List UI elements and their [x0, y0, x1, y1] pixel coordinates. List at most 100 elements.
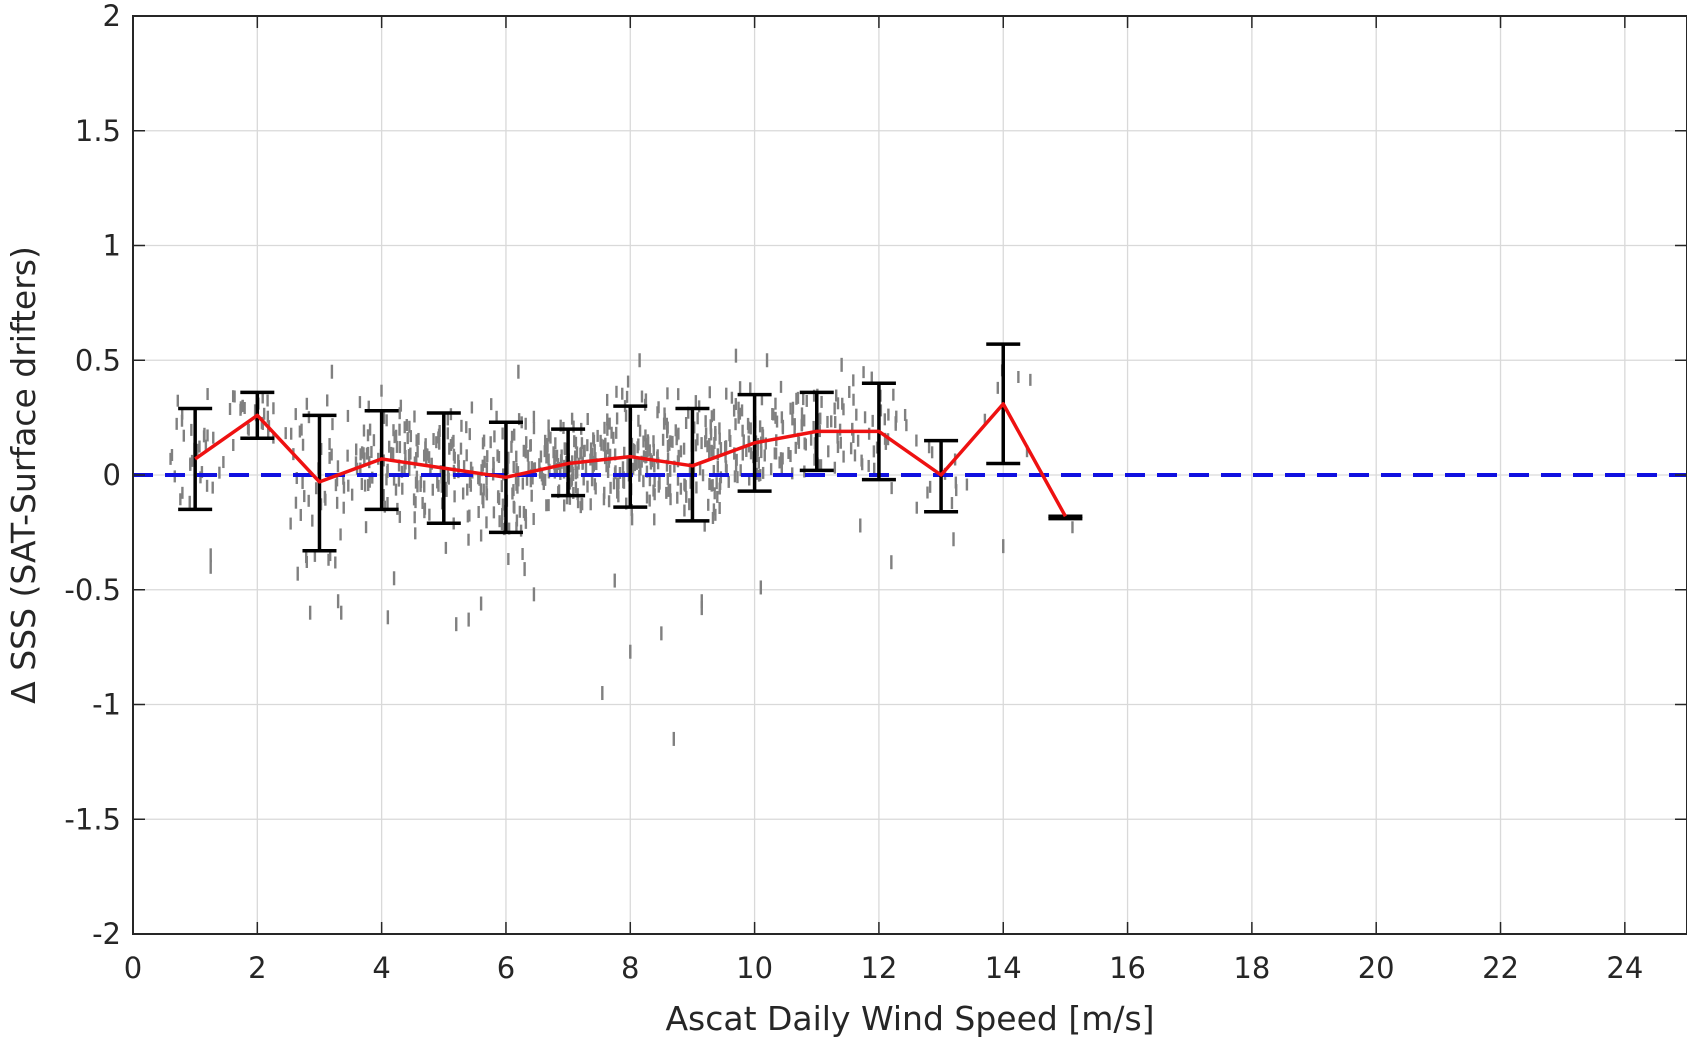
scatter-point: [737, 401, 740, 414]
x-tick-label: 0: [124, 951, 142, 985]
scatter-point: [382, 489, 385, 502]
scatter-point: [415, 452, 418, 465]
scatter-point: [613, 448, 617, 461]
scatter-point: [613, 573, 616, 588]
scatter-point: [437, 479, 440, 492]
scatter-point: [688, 498, 691, 511]
scatter-point: [431, 483, 434, 496]
scatter-point: [774, 411, 777, 424]
scatter-point: [489, 436, 492, 449]
scatter-point: [557, 486, 560, 499]
scatter-point: [603, 486, 606, 499]
scatter-point: [547, 429, 550, 442]
scatter-point: [848, 385, 851, 398]
scatter-point: [1025, 445, 1029, 458]
scatter-point: [804, 438, 808, 451]
scatter-point: [393, 431, 396, 444]
scatter-point: [446, 427, 450, 440]
y-tick-label: -1.5: [64, 802, 121, 836]
scatter-point: [330, 364, 334, 379]
scatter-point: [188, 495, 191, 508]
scatter-point: [856, 434, 860, 447]
scatter-point: [826, 415, 829, 428]
scatter-point: [709, 422, 713, 435]
scatter-point: [548, 463, 551, 476]
scatter-point: [739, 464, 742, 477]
scatter-point: [372, 434, 376, 447]
scatter-point: [482, 496, 485, 509]
scatter-point: [872, 445, 876, 458]
scatter-point: [523, 562, 526, 577]
scatter-point: [403, 442, 407, 455]
scatter-point: [512, 428, 516, 441]
scatter-point: [515, 514, 519, 527]
x-axis-label: Ascat Daily Wind Speed [m/s]: [665, 999, 1154, 1038]
scatter-point: [632, 443, 636, 456]
scatter-point: [529, 475, 533, 488]
scatter-point: [389, 446, 393, 459]
scatter-point: [859, 518, 862, 533]
scatter-point: [602, 439, 606, 452]
scatter-point: [756, 444, 760, 457]
scatter-point: [468, 509, 471, 522]
scatter-point: [867, 459, 870, 472]
scatter-point: [817, 413, 821, 426]
scatter-point: [645, 491, 649, 504]
scatter-point: [328, 451, 331, 464]
scatter-point: [522, 506, 526, 519]
scatter-point: [532, 422, 536, 435]
scatter-point: [404, 449, 407, 462]
scatter-point: [479, 529, 483, 542]
scatter-point: [589, 442, 593, 455]
scatter-point: [781, 452, 784, 465]
scatter-point: [547, 453, 550, 466]
scatter-point: [392, 473, 396, 486]
scatter-point: [485, 462, 489, 475]
scatter-point: [521, 548, 524, 561]
mean-line: [194, 402, 1067, 518]
scatter-point: [408, 463, 411, 476]
scatter-point: [727, 475, 730, 488]
scatter-point: [830, 415, 833, 428]
scatter-point: [612, 431, 615, 444]
scatter-point: [703, 519, 706, 532]
scatter-point: [685, 490, 688, 503]
scatter-point: [765, 353, 769, 368]
scatter-point: [199, 471, 202, 484]
scatter-point: [833, 461, 837, 474]
scatter-point: [515, 450, 518, 463]
scatter-point: [656, 457, 660, 470]
x-tick-label: 12: [860, 951, 897, 985]
scatter-point: [574, 467, 578, 480]
scatter-point: [601, 686, 604, 701]
scatter-point: [392, 424, 395, 437]
y-tick-label: -0.5: [64, 573, 121, 607]
scatter-point: [467, 533, 470, 546]
scatter-point: [241, 399, 244, 412]
scatter-point: [708, 386, 711, 399]
scatter-point: [575, 466, 579, 479]
scatter-point: [427, 451, 431, 464]
scatter-point: [745, 444, 748, 457]
scatter-point: [638, 469, 641, 482]
scatter-point: [672, 731, 675, 746]
scatter-point: [774, 447, 778, 460]
scatter-point: [261, 391, 264, 404]
scatter-point: [342, 481, 346, 494]
scatter-point: [506, 462, 510, 475]
scatter-point: [189, 458, 192, 471]
scatter-point: [952, 532, 955, 547]
scatter-point: [606, 423, 609, 436]
y-axis-label: Δ SSS (SAT-Surface drifters): [4, 246, 43, 704]
scatter-point: [615, 477, 619, 490]
scatter-point: [179, 493, 182, 506]
scatter-point: [555, 449, 559, 462]
scatter-point: [462, 460, 466, 473]
scatter-point: [477, 472, 480, 485]
x-tick-label: 24: [1606, 951, 1643, 985]
scatter-point: [500, 518, 504, 531]
scatter-point: [449, 439, 453, 452]
scatter-point: [479, 596, 483, 611]
scatter-point: [760, 393, 764, 406]
scatter-point: [648, 474, 652, 487]
